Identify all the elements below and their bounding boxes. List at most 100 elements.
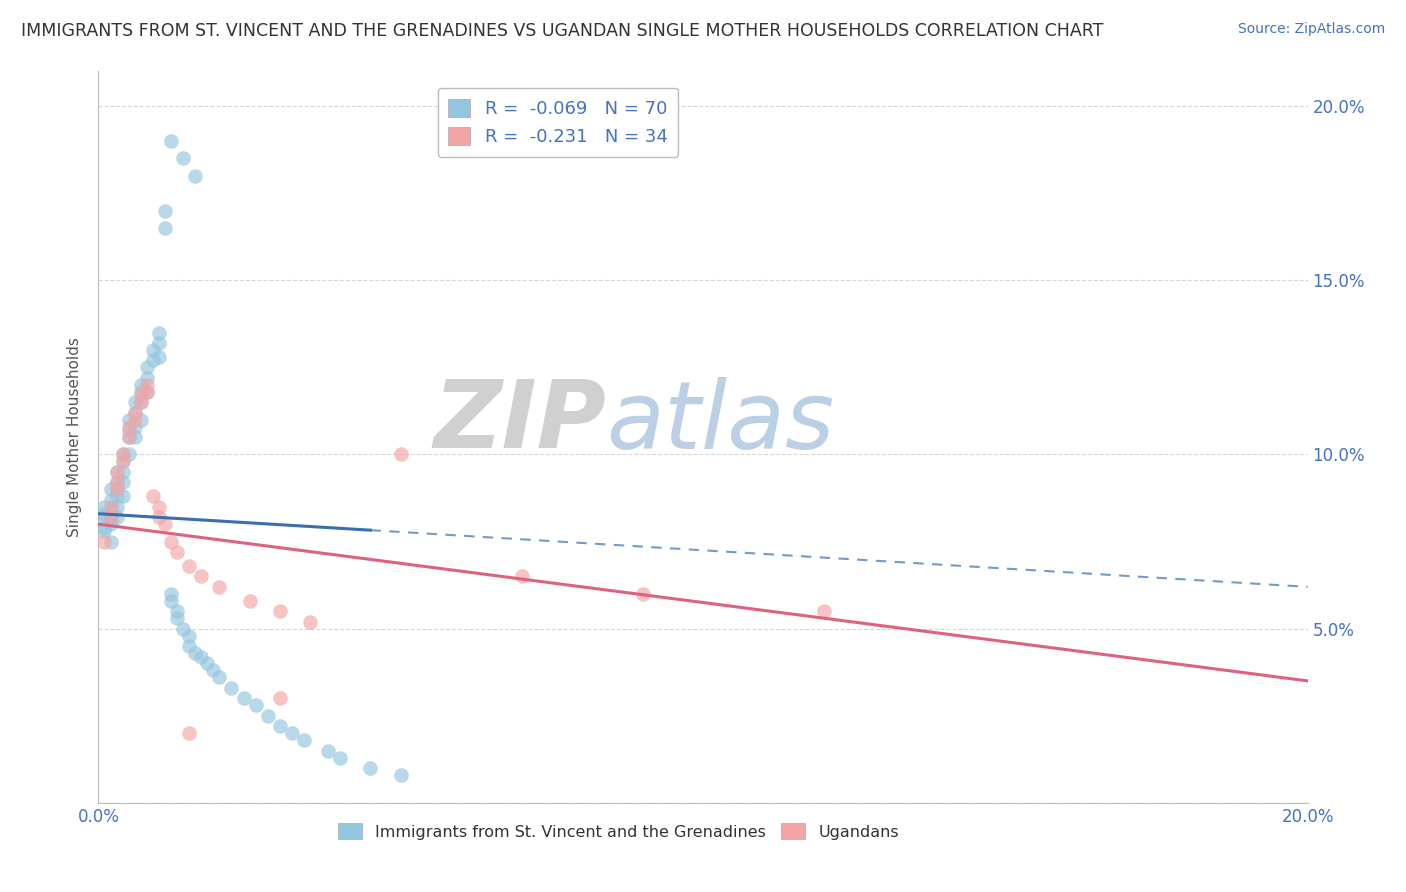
Point	[166, 611, 188, 625]
Point	[135, 384, 157, 399]
Point	[124, 412, 146, 426]
Point	[153, 221, 176, 235]
Point	[299, 615, 322, 629]
Point	[184, 169, 207, 183]
Point	[93, 507, 115, 521]
Point	[111, 448, 134, 462]
Point	[118, 430, 141, 444]
Point	[129, 412, 152, 426]
Text: atlas: atlas	[606, 377, 835, 468]
Point	[100, 534, 122, 549]
Text: ZIP: ZIP	[433, 376, 606, 468]
Point	[813, 604, 835, 618]
Point	[124, 419, 146, 434]
Point	[93, 510, 115, 524]
Point	[118, 419, 141, 434]
Point	[160, 134, 183, 148]
Point	[129, 377, 152, 392]
Point	[179, 639, 201, 653]
Point	[129, 384, 152, 399]
Point	[111, 475, 134, 490]
Legend: Immigrants from St. Vincent and the Grenadines, Ugandans: Immigrants from St. Vincent and the Gren…	[332, 817, 905, 846]
Point	[105, 465, 128, 479]
Point	[118, 448, 141, 462]
Point	[389, 768, 412, 782]
Point	[281, 726, 304, 740]
Point	[179, 629, 201, 643]
Point	[93, 500, 115, 514]
Point	[269, 604, 291, 618]
Point	[100, 492, 122, 507]
Point	[329, 750, 352, 764]
Point	[148, 326, 170, 340]
Point	[124, 406, 146, 420]
Point	[172, 152, 194, 166]
Point	[93, 521, 115, 535]
Point	[153, 517, 176, 532]
Text: Source: ZipAtlas.com: Source: ZipAtlas.com	[1237, 22, 1385, 37]
Point	[124, 430, 146, 444]
Point	[269, 691, 291, 706]
Point	[166, 604, 188, 618]
Point	[129, 395, 152, 409]
Point	[179, 726, 201, 740]
Point	[118, 412, 141, 426]
Point	[100, 483, 122, 497]
Point	[105, 483, 128, 497]
Point	[142, 343, 165, 357]
Point	[111, 454, 134, 468]
Point	[105, 483, 128, 497]
Point	[160, 587, 183, 601]
Point	[124, 406, 146, 420]
Point	[93, 524, 115, 538]
Point	[129, 388, 152, 402]
Point	[292, 733, 315, 747]
Point	[105, 489, 128, 503]
Point	[135, 377, 157, 392]
Point	[172, 622, 194, 636]
Point	[124, 395, 146, 409]
Point	[232, 691, 254, 706]
Point	[111, 448, 134, 462]
Point	[148, 500, 170, 514]
Text: IMMIGRANTS FROM ST. VINCENT AND THE GRENADINES VS UGANDAN SINGLE MOTHER HOUSEHOL: IMMIGRANTS FROM ST. VINCENT AND THE GREN…	[21, 22, 1104, 40]
Point	[100, 510, 122, 524]
Point	[129, 395, 152, 409]
Point	[111, 454, 134, 468]
Point	[100, 500, 122, 514]
Point	[135, 384, 157, 399]
Point	[100, 510, 122, 524]
Point	[105, 465, 128, 479]
Point	[256, 708, 278, 723]
Point	[631, 587, 654, 601]
Y-axis label: Single Mother Households: Single Mother Households	[67, 337, 83, 537]
Point	[208, 580, 231, 594]
Point	[105, 475, 128, 490]
Point	[142, 353, 165, 368]
Point	[142, 489, 165, 503]
Point	[208, 670, 231, 684]
Point	[190, 569, 212, 583]
Point	[160, 594, 183, 608]
Point	[148, 350, 170, 364]
Point	[135, 371, 157, 385]
Point	[221, 681, 243, 695]
Point	[239, 594, 262, 608]
Point	[269, 719, 291, 733]
Point	[195, 657, 218, 671]
Point	[184, 646, 207, 660]
Point	[118, 430, 141, 444]
Point	[202, 664, 225, 678]
Point	[153, 203, 176, 218]
Point	[190, 649, 212, 664]
Point	[118, 423, 141, 437]
Point	[100, 500, 122, 514]
Point	[245, 698, 267, 713]
Point	[135, 360, 157, 375]
Point	[93, 534, 115, 549]
Point	[360, 761, 382, 775]
Point	[105, 475, 128, 490]
Point	[111, 489, 134, 503]
Point	[316, 743, 339, 757]
Point	[510, 569, 533, 583]
